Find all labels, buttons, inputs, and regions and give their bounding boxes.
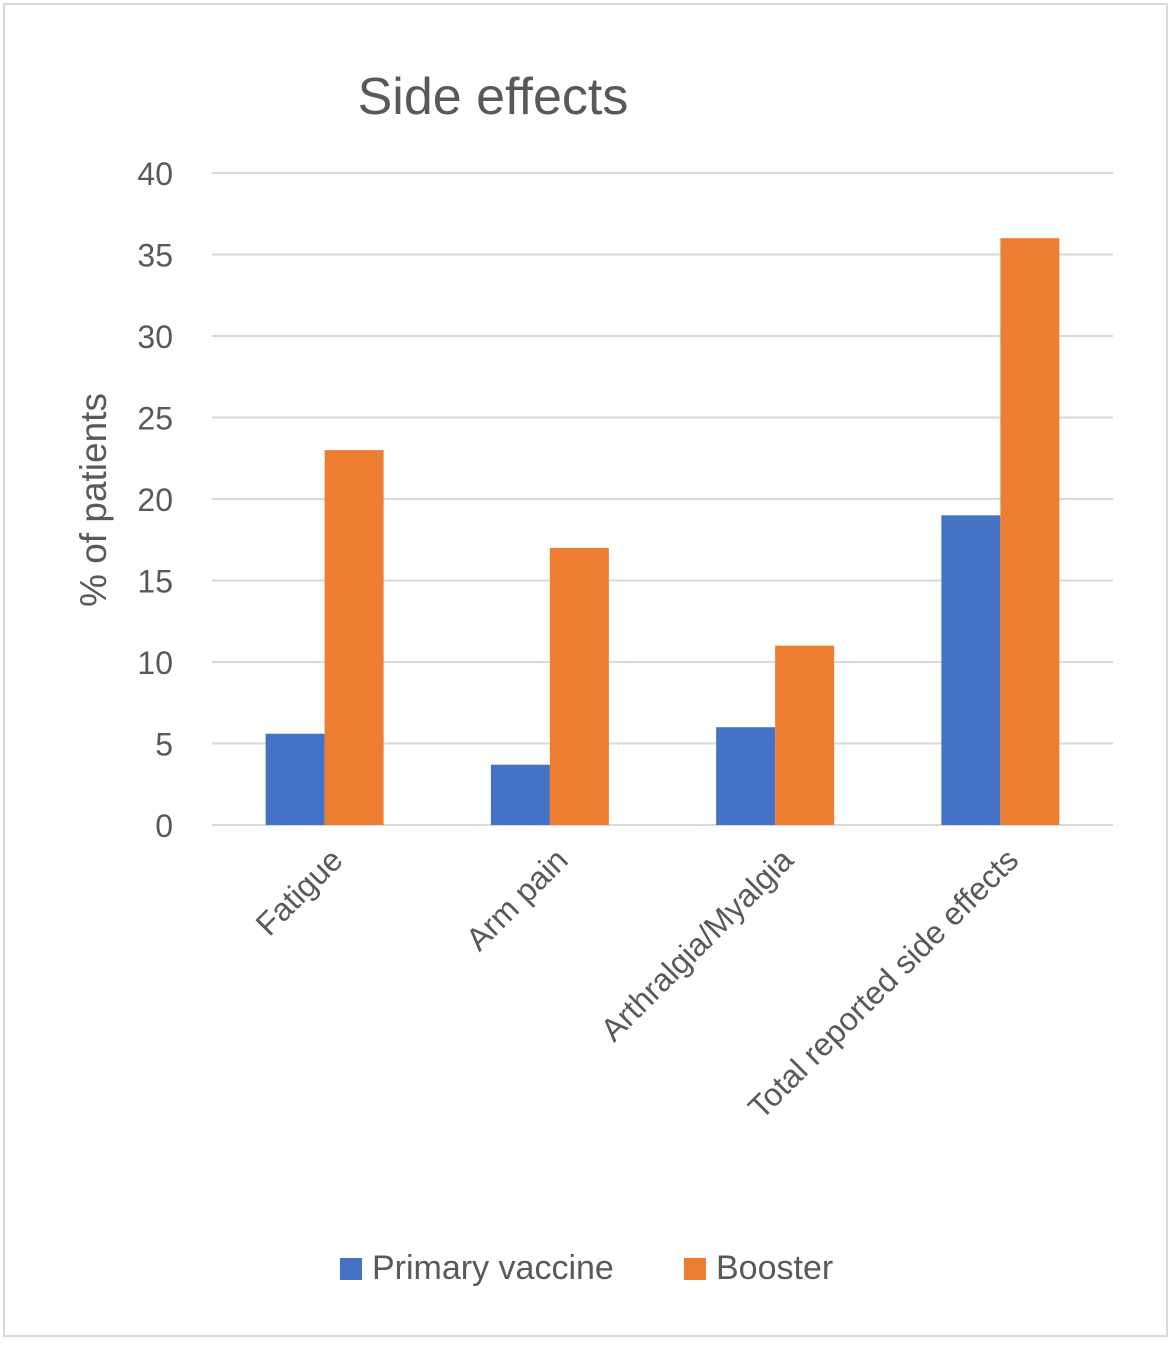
- y-tick-label: 20: [137, 482, 173, 518]
- y-tick-label: 30: [137, 319, 173, 355]
- y-tick-label: 15: [137, 564, 173, 600]
- y-tick-label: 10: [137, 645, 173, 681]
- y-axis-ticks: 0 5 10 15 20 25 30 35 40: [137, 156, 173, 844]
- legend-swatch-0: [340, 1258, 362, 1280]
- bar-primary-vaccine-1: [490, 764, 550, 825]
- legend-label-1: Booster: [716, 1249, 833, 1287]
- legend-label-0: Primary vaccine: [372, 1249, 614, 1287]
- bar-primary-vaccine-0: [265, 733, 325, 825]
- legend-swatch-1: [684, 1258, 706, 1280]
- y-tick-label: 5: [155, 727, 173, 763]
- bar-primary-vaccine-2: [716, 727, 776, 825]
- bars: [265, 238, 1060, 825]
- y-tick-label: 0: [155, 808, 173, 844]
- legend: Primary vaccine Booster: [340, 1249, 833, 1287]
- y-tick-label: 35: [137, 238, 173, 274]
- y-axis-label: % of patients: [73, 393, 114, 607]
- bar-booster-3: [1000, 238, 1060, 825]
- y-tick-label: 25: [137, 401, 173, 437]
- bar-booster-2: [775, 645, 835, 825]
- bar-booster-1: [549, 547, 609, 825]
- bar-primary-vaccine-3: [941, 515, 1001, 825]
- chart-title: Side effects: [358, 68, 629, 126]
- y-tick-label: 40: [137, 156, 173, 192]
- bar-booster-0: [324, 450, 384, 825]
